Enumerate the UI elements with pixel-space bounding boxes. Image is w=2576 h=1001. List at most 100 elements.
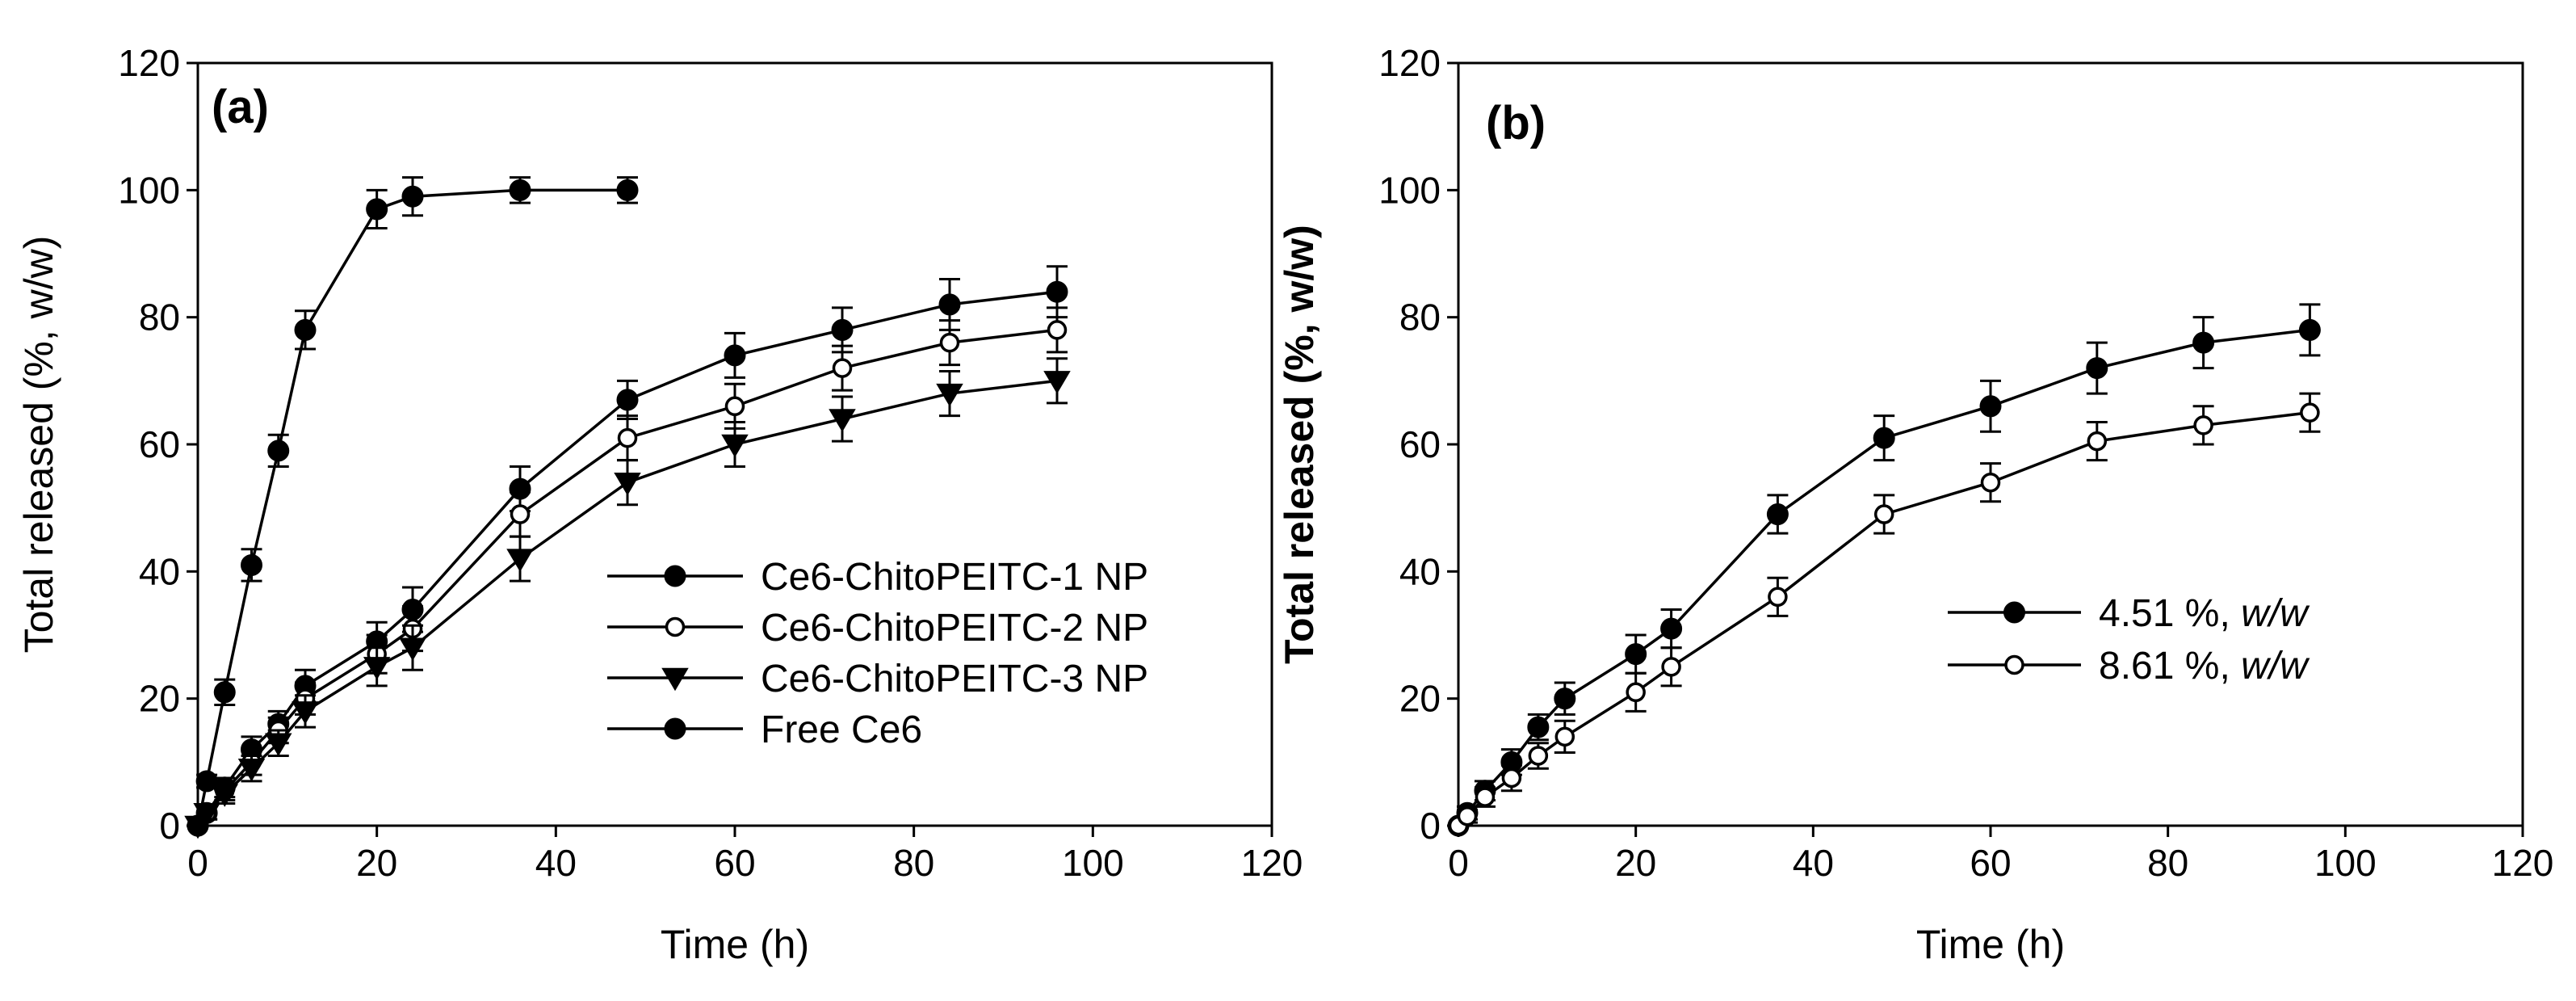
legend-label: Ce6-ChitoPEITC-3 NP <box>761 658 1148 700</box>
data-point <box>1768 587 1788 608</box>
panel-label: (a) <box>212 81 269 133</box>
data-point <box>1873 504 1894 524</box>
data-point <box>1625 643 1647 666</box>
x-tick-label: 80 <box>2147 842 2188 884</box>
data-point <box>1660 617 1683 640</box>
data-point <box>724 344 746 367</box>
legend: 4.51 %, w/w8.61 %, w/w <box>1948 592 2310 688</box>
data-point <box>401 185 424 208</box>
legend-label-unit: w/w <box>2241 645 2310 688</box>
data-point <box>1047 320 1068 340</box>
legend-label-value: 8.61 %, <box>2099 645 2241 688</box>
y-tick-label: 60 <box>1399 423 1441 465</box>
legend-label-value: 4.51 %, <box>2099 592 2241 635</box>
y-axis-title: Total released (%, w/w) <box>16 236 61 654</box>
data-point <box>1501 768 1522 789</box>
x-tick-label: 120 <box>2492 842 2554 884</box>
y-tick-label: 20 <box>139 678 180 720</box>
series-1 <box>1447 303 2321 837</box>
data-point <box>614 472 641 496</box>
y-tick-label: 120 <box>1378 42 1441 84</box>
legend-marker <box>664 717 686 740</box>
legend-label: Ce6-ChitoPEITC-2 NP <box>761 607 1148 650</box>
data-point <box>1475 787 1496 807</box>
data-point <box>399 637 426 661</box>
y-tick-label: 40 <box>1399 550 1441 592</box>
data-point <box>241 553 262 576</box>
data-point <box>366 198 388 221</box>
data-point <box>1979 395 2002 418</box>
data-point <box>506 549 534 572</box>
legend-marker <box>665 616 686 637</box>
y-axis-title: Total released (%, w/w) <box>1277 225 1322 664</box>
data-point <box>939 332 960 353</box>
x-tick-label: 80 <box>893 842 934 884</box>
x-tick-label: 60 <box>1970 842 2011 884</box>
data-point <box>1528 746 1549 766</box>
series-2 <box>1448 392 2321 836</box>
series-line <box>1457 328 2310 827</box>
x-tick-label: 100 <box>2314 842 2377 884</box>
data-point <box>938 293 961 316</box>
legend-label: 8.61 %, w/w <box>2099 645 2310 688</box>
data-point <box>213 681 236 704</box>
y-tick-label: 0 <box>1420 805 1441 847</box>
series-1 <box>187 265 1068 837</box>
data-point <box>1046 280 1068 303</box>
legend: Ce6-ChitoPEITC-1 NP Ce6-ChitoPEITC-2 NP Ce… <box>607 556 1148 751</box>
data-point <box>832 358 853 378</box>
y-tick-label: 100 <box>118 169 180 211</box>
data-point <box>1043 371 1071 394</box>
data-point <box>294 318 317 341</box>
legend-label: Ce6-ChitoPEITC-1 NP <box>761 556 1148 599</box>
data-point <box>509 179 531 201</box>
data-point <box>265 733 292 756</box>
data-point <box>1980 472 2001 493</box>
data-point <box>721 434 749 458</box>
data-point <box>1661 657 1681 677</box>
data-point <box>363 657 391 680</box>
data-point <box>237 758 266 782</box>
legend-label: 4.51 %, w/w <box>2099 592 2310 635</box>
legend-marker <box>661 667 689 692</box>
data-point <box>211 784 238 807</box>
legend-marker <box>664 565 686 587</box>
x-tick-label: 60 <box>714 842 755 884</box>
y-tick-label: 80 <box>139 297 180 339</box>
data-point <box>616 179 639 201</box>
chart-panel-a: 0 20 40 60 80 100 120 0 20 40 60 80 100 120 Time (h) To… <box>16 42 1303 967</box>
series-4 <box>187 176 639 837</box>
data-point <box>187 814 209 837</box>
panel-label: (b) <box>1486 97 1546 149</box>
y-tick-label: 120 <box>118 42 180 84</box>
y-tick-label: 40 <box>139 550 180 592</box>
x-tick-label: 0 <box>1448 842 1469 884</box>
y-tick-label: 100 <box>1378 169 1441 211</box>
x-tick-label: 20 <box>356 842 397 884</box>
data-point <box>617 427 638 448</box>
data-point <box>1766 503 1789 526</box>
legend-label-unit: w/w <box>2241 592 2310 635</box>
data-point <box>1527 716 1550 738</box>
data-point <box>267 440 290 462</box>
y-tick-label: 80 <box>1399 297 1441 339</box>
data-point <box>1554 726 1575 747</box>
y-tick-label: 0 <box>159 805 180 847</box>
x-tick-label: 40 <box>535 842 577 884</box>
x-axis-title: Time (h) <box>1916 922 2065 967</box>
series-line <box>196 188 627 826</box>
data-point <box>2192 331 2215 354</box>
data-point <box>292 701 319 725</box>
x-tick-label: 0 <box>187 842 208 884</box>
x-tick-label: 40 <box>1793 842 1834 884</box>
data-point <box>1457 805 1478 826</box>
data-point <box>1554 688 1576 710</box>
data-point <box>724 396 745 417</box>
data-point <box>510 504 531 524</box>
data-point <box>1873 427 1895 449</box>
data-point <box>1626 682 1646 703</box>
chart-panel-b: 0 20 40 60 80 100 120 0 20 40 60 80 100 120 Time (h) To… <box>1277 42 2553 967</box>
data-point <box>2086 357 2108 380</box>
data-point <box>195 770 218 793</box>
